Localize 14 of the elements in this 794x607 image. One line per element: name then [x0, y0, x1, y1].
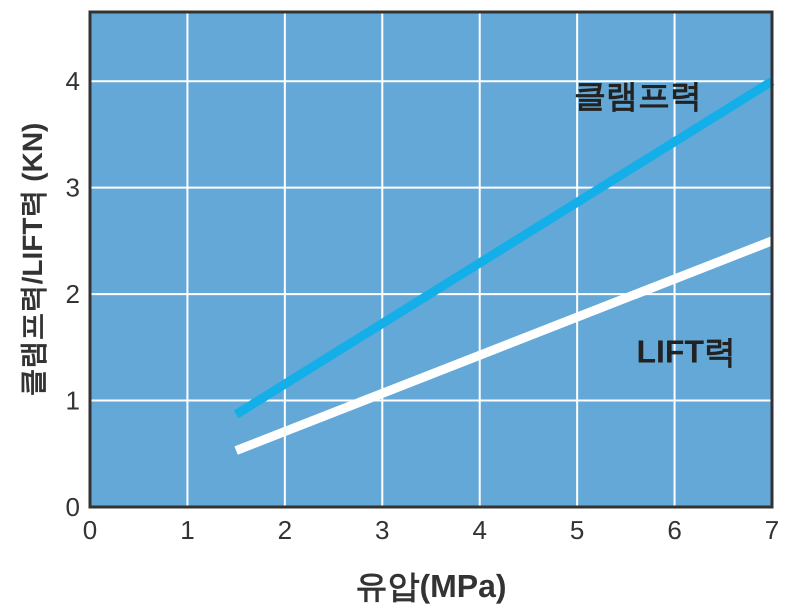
- x-tick-label: 2: [278, 515, 292, 545]
- x-tick-label: 4: [472, 515, 487, 545]
- x-tick-label: 1: [180, 515, 195, 545]
- y-tick-label: 3: [66, 172, 80, 203]
- y-tick-label: 4: [66, 66, 80, 96]
- y-tick-label: 0: [66, 492, 80, 522]
- x-tick-label: 7: [764, 515, 780, 545]
- x-axis-title: 유압(MPa): [355, 568, 507, 604]
- y-axis-title: 클램프력/LIFT력 (KN): [17, 122, 48, 396]
- x-tick-label: 5: [570, 515, 584, 545]
- y-tick-label: 1: [66, 386, 80, 416]
- y-tick-label: 2: [66, 279, 80, 310]
- x-tick-label: 6: [667, 515, 682, 545]
- x-tick-label: 3: [375, 515, 390, 545]
